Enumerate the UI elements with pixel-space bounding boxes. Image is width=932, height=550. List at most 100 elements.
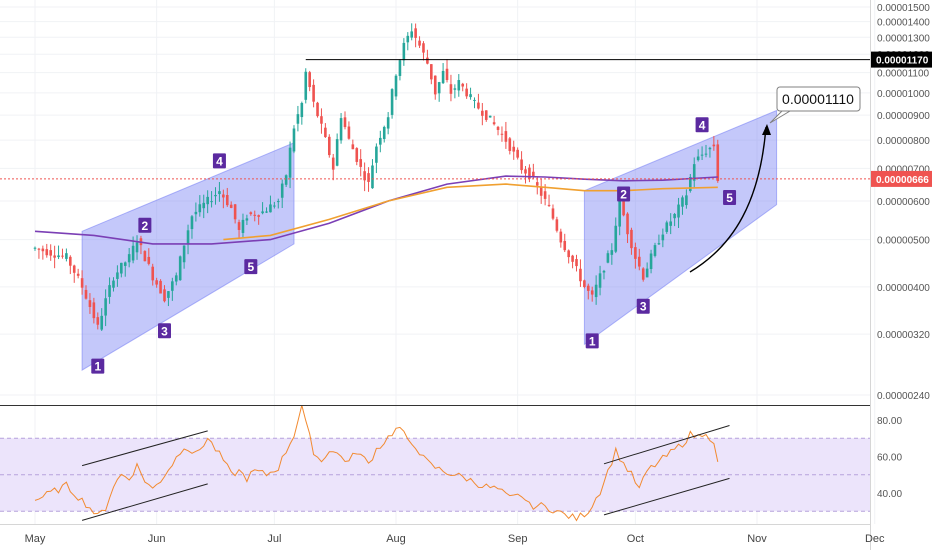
candle-body (151, 266, 155, 281)
price-badge-label: 0.00001170 (876, 56, 929, 67)
candle-body (167, 291, 170, 298)
candle-body (692, 164, 696, 181)
wave-label-text: 3 (640, 300, 647, 314)
price-badge: 0.00000666 (871, 170, 932, 187)
rsi-trendline-1 (81, 430, 208, 467)
candle-body (225, 195, 229, 206)
candle-body (437, 82, 441, 94)
elliott-wave-labels: 1 2 3 4 5 1 2 3 4 5 (91, 117, 737, 374)
candle-body (171, 281, 174, 291)
candle-body (696, 156, 700, 161)
candle-body (681, 197, 684, 207)
candle-body (622, 201, 625, 216)
candle-body (127, 254, 131, 263)
rsi-trendline-4 (603, 477, 730, 516)
candle-body (178, 256, 182, 281)
candle-body (586, 285, 590, 291)
wave-label-text: 4 (699, 118, 706, 132)
price-tick-label: 0.00000900 (877, 111, 930, 122)
wave-label-5: 5 (723, 190, 737, 206)
wave-label-box (91, 358, 105, 374)
candle-body (84, 289, 88, 299)
wave-label-text: 5 (247, 260, 254, 274)
target-callout[interactable]: 0.00001110 (769, 86, 861, 124)
candle-body (614, 225, 618, 252)
candle-body (253, 214, 257, 216)
candle-body (394, 75, 398, 97)
candle-body (276, 201, 280, 203)
candle-body (590, 290, 594, 295)
price-tick-label: 0.00000320 (877, 330, 930, 341)
target-label: 0.00001110 (782, 91, 854, 107)
candle-body (41, 248, 45, 252)
candle-body (308, 72, 311, 88)
candle-body (426, 57, 429, 64)
candle-body (559, 231, 563, 243)
candle-body (37, 248, 41, 250)
candle-body (65, 253, 68, 259)
candle-body (508, 138, 512, 151)
candle-body (637, 256, 641, 267)
wave-label-text: 5 (726, 191, 733, 205)
wave-label-3: 3 (636, 298, 650, 314)
candle-body (112, 280, 115, 288)
candle-body (292, 128, 296, 152)
candle-body (634, 247, 637, 259)
candle-body (457, 80, 461, 91)
candle-body (49, 250, 52, 256)
time-tick-label: Nov (747, 533, 767, 545)
candle-body (371, 165, 374, 189)
candle-body (379, 137, 382, 145)
candle-body (233, 204, 237, 220)
candle-body (96, 317, 100, 325)
candle-body (406, 35, 410, 43)
price-badge: 0.00001170 (871, 51, 932, 68)
candle-body (602, 270, 606, 273)
time-tick-label: Jun (148, 533, 166, 545)
candle-body (524, 169, 527, 174)
wave-label-box (585, 333, 599, 349)
candle-body (269, 204, 272, 213)
candle-body (665, 222, 669, 232)
wave-label-text: 2 (142, 219, 149, 233)
candle-body (76, 273, 80, 276)
candle-body (689, 177, 692, 192)
wave-label-box (723, 190, 737, 206)
candle-body (500, 133, 504, 135)
price-tick-label: 0.00000700 (877, 164, 930, 175)
candle-body (351, 144, 355, 150)
candle-body (677, 204, 680, 218)
moving-average-short (223, 183, 718, 241)
candle-body (214, 194, 217, 197)
candle-body (488, 115, 492, 118)
channel-2 (583, 109, 778, 346)
wave-label-box (695, 117, 709, 133)
candle-body (245, 218, 249, 221)
gridlines (0, 0, 876, 524)
candle-body (273, 205, 276, 207)
candle-body (237, 222, 241, 230)
candle-body (69, 256, 72, 266)
candle-body (610, 250, 614, 255)
candle-body (222, 194, 225, 198)
moving-average-long (34, 175, 718, 245)
candle-body (512, 146, 516, 152)
candle-body (347, 126, 351, 139)
rsi-tick-label: 40.00 (877, 489, 902, 500)
wave-label-1: 1 (91, 358, 105, 374)
candle-body (174, 275, 178, 282)
candle-body (445, 68, 449, 81)
rsi-line (34, 405, 719, 522)
candle-body (543, 191, 547, 199)
rsi-panel (0, 437, 870, 512)
candle-body (496, 126, 500, 130)
candle-body (700, 154, 704, 156)
candle-body (316, 102, 319, 117)
wave-label-text: 1 (589, 334, 596, 348)
candle-body (551, 208, 555, 219)
candle-body (539, 186, 543, 196)
candle-body (320, 116, 323, 124)
candle-body (339, 118, 343, 141)
candle-body (630, 229, 633, 249)
